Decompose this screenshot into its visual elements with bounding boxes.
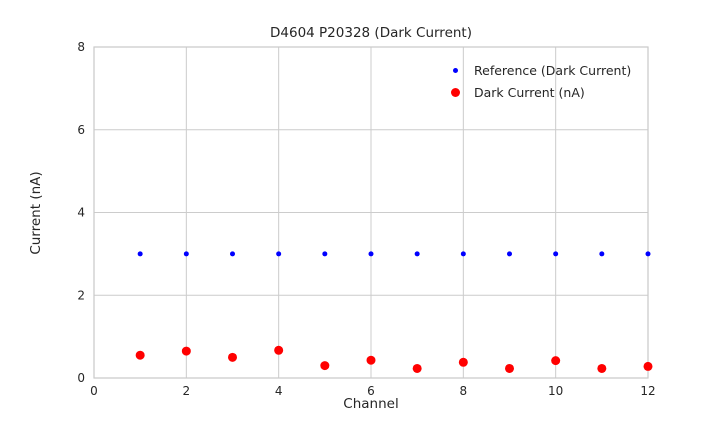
x-tick-label: 10 [548, 384, 563, 398]
legend-marker-icon [442, 87, 468, 97]
data-point [276, 251, 282, 257]
data-point [597, 363, 607, 373]
legend-label: Dark Current (nA) [474, 84, 585, 100]
data-point [551, 356, 561, 366]
legend-item: Reference (Dark Current) [442, 61, 631, 79]
data-point [412, 363, 422, 373]
legend-marker-icon [442, 67, 468, 73]
legend: Reference (Dark Current) Dark Current (nA… [442, 61, 631, 101]
data-point [599, 251, 605, 257]
data-point [505, 363, 514, 373]
data-point [553, 251, 559, 257]
chart-title: D4604 P20328 (Dark Current) [270, 25, 472, 41]
data-point [274, 345, 284, 355]
data-point [320, 361, 330, 371]
y-tick-label: 8 [77, 40, 85, 54]
x-tick-label: 12 [640, 384, 655, 398]
data-point [230, 251, 235, 257]
data-point [507, 251, 512, 257]
x-tick-label: 2 [183, 384, 191, 398]
data-point [181, 346, 191, 356]
data-point [645, 251, 651, 257]
x-tick-label: 4 [275, 384, 283, 398]
data-point [228, 352, 237, 362]
y-tick-label: 2 [77, 288, 85, 302]
data-point [414, 251, 420, 257]
data-point [135, 350, 145, 360]
data-point [322, 251, 328, 257]
data-point [137, 251, 143, 257]
data-point [458, 357, 468, 367]
x-tick-label: 6 [367, 384, 375, 398]
data-point [643, 361, 653, 371]
data-point [460, 251, 466, 257]
y-tick-label: 0 [77, 371, 85, 385]
legend-label: Reference (Dark Current) [474, 62, 632, 78]
data-point [366, 355, 376, 365]
data-point [183, 251, 189, 257]
y-tick-label: 4 [77, 206, 85, 220]
y-tick-label: 6 [77, 123, 85, 137]
plot-border [93, 46, 649, 379]
legend-item: Dark Current (nA) [442, 83, 631, 101]
data-point [368, 251, 374, 257]
x-tick-label: 0 [90, 384, 98, 398]
x-tick-label: 8 [460, 384, 468, 398]
x-axis-label: Channel [343, 396, 399, 412]
